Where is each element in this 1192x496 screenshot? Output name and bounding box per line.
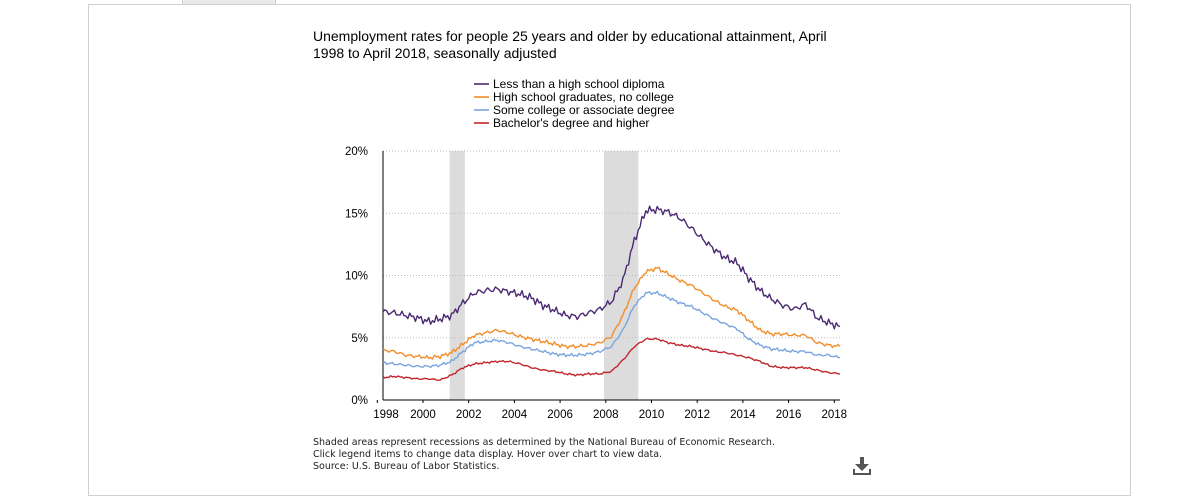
legend-item-2[interactable]: High school graduates, no college: [474, 90, 674, 104]
y-tick-label: 0%: [351, 395, 368, 407]
download-icon[interactable]: [851, 455, 873, 477]
y-tick-label: 10%: [345, 271, 368, 283]
series-line-3[interactable]: [382, 290, 841, 369]
axes: 0% 5% 10% 15% 20% 1998 2000 2002 2004 2006 2008 201…: [345, 146, 847, 421]
legend-item-1[interactable]: Less than a high school diploma: [474, 77, 665, 91]
recession-band-2: [603, 151, 639, 400]
x-tick-label: 2008: [593, 409, 619, 421]
x-tick-label: 2006: [547, 409, 573, 421]
x-tick-label: 2004: [502, 409, 528, 421]
series-line-4[interactable]: [382, 337, 840, 381]
x-tick-label: 2016: [776, 409, 802, 421]
chart-title: Unemployment rates for people 25 years a…: [313, 28, 827, 61]
recession-shading: [449, 151, 639, 400]
x-tick-label: 2014: [730, 409, 756, 421]
y-tick-label: 15%: [345, 208, 368, 220]
legend-label: Bachelor's degree and higher: [493, 116, 649, 130]
legend-item-4[interactable]: Bachelor's degree and higher: [474, 116, 649, 130]
legend-label: High school graduates, no college: [493, 90, 674, 104]
legend-item-3[interactable]: Some college or associate degree: [474, 103, 675, 117]
series-lines[interactable]: [382, 205, 841, 381]
tab-stub[interactable]: [182, 0, 276, 5]
series-line-2[interactable]: [382, 266, 841, 360]
x-tick-label: 2018: [821, 409, 847, 421]
y-tick-label: 5%: [351, 333, 368, 345]
line-chart[interactable]: 0% 5% 10% 15% 20% 1998 2000 2002 2004 2006 2008 201…: [0, 0, 1192, 480]
x-tick-label: 2012: [684, 409, 710, 421]
x-tick-label: 2002: [456, 409, 482, 421]
x-tick-label: 2010: [639, 409, 665, 421]
note-source: Source: U.S. Bureau of Labor Statistics.: [313, 461, 500, 472]
note-recessions: Shaded areas represent recessions as det…: [313, 437, 775, 448]
y-tick-label: 20%: [345, 146, 368, 158]
recession-band-1: [449, 151, 465, 400]
legend-label: Some college or associate degree: [493, 103, 675, 117]
x-tick-label: 2000: [410, 409, 436, 421]
series-line-1[interactable]: [382, 205, 841, 330]
note-instructions: Click legend items to change data displa…: [313, 449, 663, 460]
legend-label: Less than a high school diploma: [493, 77, 665, 91]
x-tick-label: 1998: [373, 409, 399, 421]
